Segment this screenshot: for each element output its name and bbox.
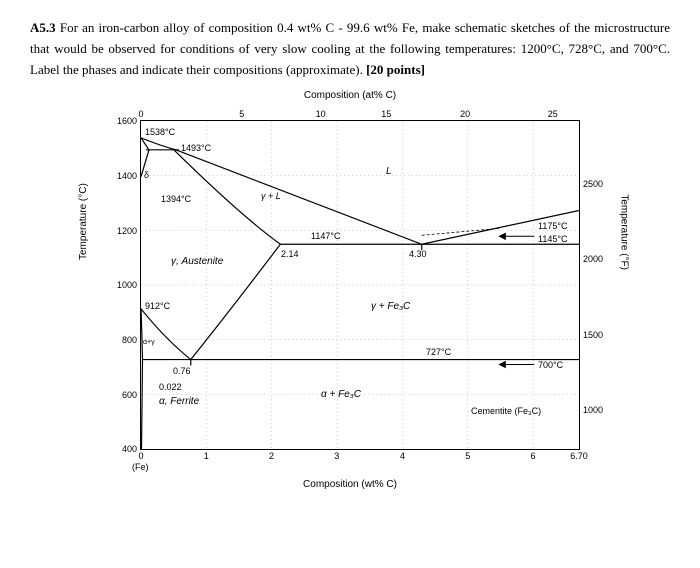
xtick: 5 xyxy=(465,449,470,461)
ann-ag: α+γ xyxy=(143,339,155,346)
ann-1493: 1493°C xyxy=(181,143,211,153)
ann-076: 0.76 xyxy=(173,366,191,376)
top-axis-label: Composition (at% C) xyxy=(304,90,396,101)
ytick: 1200 xyxy=(117,226,141,236)
xtick-top: 20 xyxy=(460,109,470,121)
ytick-f: 2500 xyxy=(579,179,603,189)
xtick: 0 xyxy=(138,449,143,461)
ytick: 1000 xyxy=(117,280,141,290)
ann-1147: 1147°C xyxy=(311,231,340,241)
question-number: A5.3 xyxy=(30,20,56,35)
xtick: 6 xyxy=(530,449,535,461)
ann-214: 2.14 xyxy=(281,249,299,259)
phase-diagram: Composition (at% C) Composition (wt% C) … xyxy=(70,90,630,490)
ann-delta: δ xyxy=(144,170,149,180)
xtick-top: 5 xyxy=(239,109,244,121)
right-axis-label: Temperature (°F) xyxy=(619,195,630,271)
ann-gL: γ + L xyxy=(261,191,281,201)
xtick-top: 25 xyxy=(548,109,558,121)
fe-label: (Fe) xyxy=(132,462,149,472)
question-body: For an iron-carbon alloy of composition … xyxy=(30,20,670,77)
ytick: 1400 xyxy=(117,171,141,181)
question-points: [20 points] xyxy=(366,62,425,77)
ytick-f: 1500 xyxy=(579,330,603,340)
xtick-top: 10 xyxy=(316,109,326,121)
ann-727: 727°C xyxy=(426,347,451,357)
xtick-top: 15 xyxy=(381,109,391,121)
xtick: 4 xyxy=(400,449,405,461)
ann-912: 912°C xyxy=(145,301,170,311)
xtick: 2 xyxy=(269,449,274,461)
left-axis-label: Temperature (°C) xyxy=(78,184,89,261)
ytick: 800 xyxy=(122,335,141,345)
ann-430: 4.30 xyxy=(409,249,427,259)
region-afe3c: α + Fe₃C xyxy=(321,389,361,400)
bottom-axis-label: Composition (wt% C) xyxy=(303,479,397,490)
ann-1538: 1538°C xyxy=(145,127,175,137)
ann-700: 700°C xyxy=(538,360,563,370)
ann-1394: 1394°C xyxy=(161,194,191,204)
region-austenite: γ, Austenite xyxy=(171,256,223,267)
ytick: 1600 xyxy=(117,116,141,126)
region-gfe3c: γ + Fe₃C xyxy=(371,301,410,312)
region-ferrite: α, Ferrite xyxy=(159,396,199,407)
question-text: A5.3 For an iron-carbon alloy of composi… xyxy=(30,18,670,80)
ytick-f: 2000 xyxy=(579,254,603,264)
ytick-f: 1000 xyxy=(579,405,603,415)
ann-1145: 1145°C xyxy=(538,234,567,244)
ann-022: 0.022 xyxy=(159,382,182,392)
xtick: 3 xyxy=(334,449,339,461)
ytick: 600 xyxy=(122,390,141,400)
region-L: L xyxy=(386,166,392,177)
xtick: 6.70 xyxy=(570,449,588,461)
plot-area: 1600 1400 1200 1000 800 600 400 2500 200… xyxy=(140,120,580,450)
xtick: 1 xyxy=(204,449,209,461)
xtick-top: 0 xyxy=(138,109,143,121)
ann-1175: 1175°C xyxy=(538,221,567,231)
ann-cementite: Cementite (Fe₃C) xyxy=(471,406,541,416)
